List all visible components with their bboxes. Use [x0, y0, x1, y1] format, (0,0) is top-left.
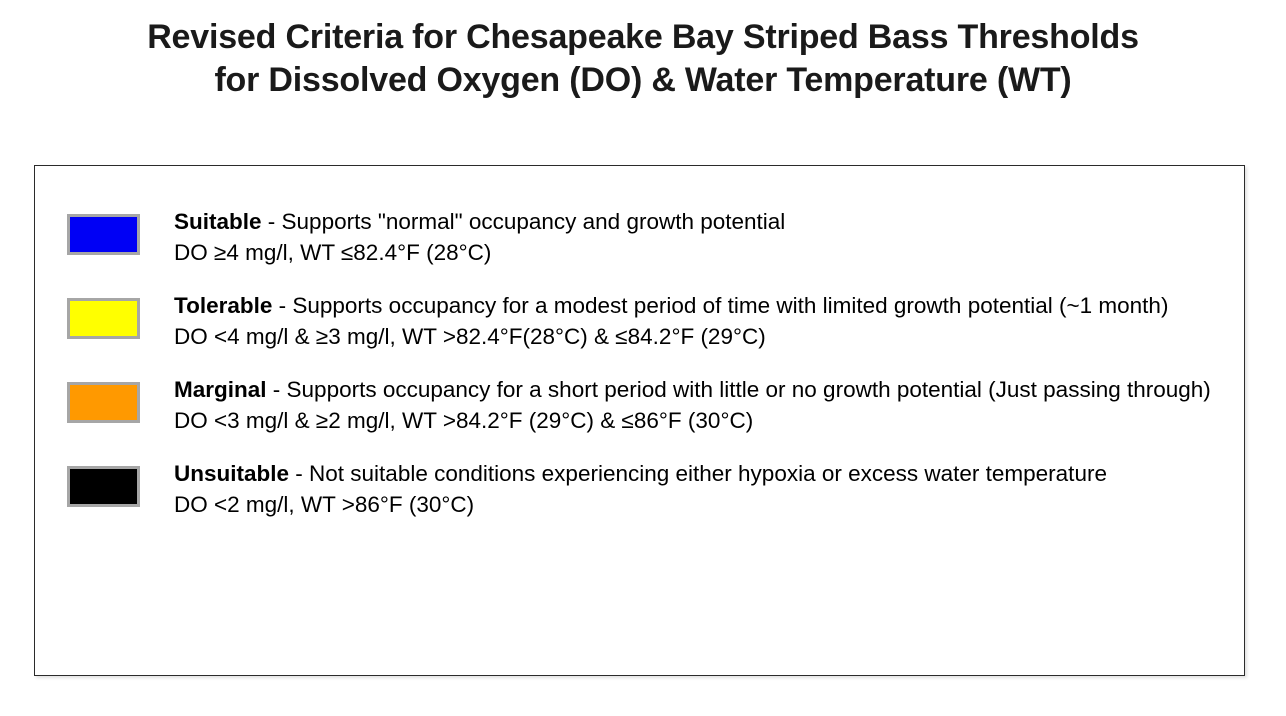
legend-entry-text: Unsuitable - Not suitable conditions exp… [174, 458, 1226, 520]
legend-row: Unsuitable - Not suitable conditions exp… [35, 458, 1244, 520]
legend-term: Unsuitable [174, 461, 290, 486]
legend-separator: - [289, 461, 310, 486]
legend-description-line: Suitable - Supports "normal" occupancy a… [174, 206, 1226, 237]
legend-range: DO <4 mg/l & ≥3 mg/l, WT >82.4°F(28°C) &… [174, 324, 766, 349]
legend-description-line: Tolerable - Supports occupancy for a mod… [174, 290, 1226, 321]
swatch-cell [67, 290, 174, 339]
black-swatch [67, 466, 140, 507]
legend-range: DO <2 mg/l, WT >86°F (30°C) [174, 492, 475, 517]
legend-description: Supports "normal" occupancy and growth p… [281, 209, 786, 234]
legend-list: Suitable - Supports "normal" occupancy a… [35, 166, 1244, 542]
legend-description: Supports occupancy for a short period wi… [286, 377, 1211, 402]
legend-range: DO ≥4 mg/l, WT ≤82.4°F (28°C) [174, 240, 492, 265]
swatch-cell [67, 374, 174, 423]
swatch-cell [67, 458, 174, 507]
legend-separator: - [261, 209, 282, 234]
legend-row: Suitable - Supports "normal" occupancy a… [35, 206, 1244, 268]
legend-separator: - [272, 293, 293, 318]
legend-row: Marginal - Supports occupancy for a shor… [35, 374, 1244, 436]
legend-description-line: Unsuitable - Not suitable conditions exp… [174, 458, 1226, 489]
page-title: Revised Criteria for Chesapeake Bay Stri… [147, 18, 1139, 99]
legend-row: Tolerable - Supports occupancy for a mod… [35, 290, 1244, 352]
legend-entry-text: Tolerable - Supports occupancy for a mod… [174, 290, 1226, 352]
swatch-cell [67, 206, 174, 255]
legend-description-line: Marginal - Supports occupancy for a shor… [174, 374, 1226, 405]
legend-range: DO <3 mg/l & ≥2 mg/l, WT >84.2°F (29°C) … [174, 408, 754, 433]
legend-description: Supports occupancy for a modest period o… [292, 293, 1169, 318]
legend-term: Tolerable [174, 293, 273, 318]
legend-entry-text: Suitable - Supports "normal" occupancy a… [174, 206, 1226, 268]
legend-term: Suitable [174, 209, 262, 234]
legend-description: Not suitable conditions experiencing eit… [309, 461, 1107, 486]
blue-swatch [67, 214, 140, 255]
legend-panel: Suitable - Supports "normal" occupancy a… [34, 165, 1245, 676]
orange-swatch [67, 382, 140, 423]
yellow-swatch [67, 298, 140, 339]
legend-separator: - [266, 377, 287, 402]
legend-term: Marginal [174, 377, 267, 402]
legend-entry-text: Marginal - Supports occupancy for a shor… [174, 374, 1226, 436]
